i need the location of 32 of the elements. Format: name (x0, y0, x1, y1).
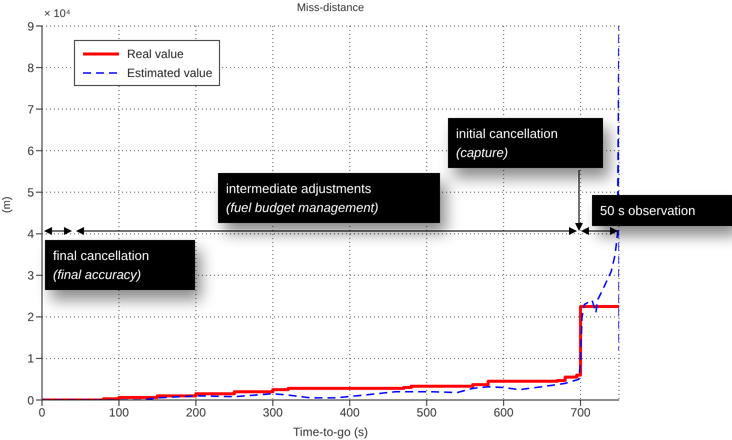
x-tick-label: 200 (186, 406, 206, 420)
annotation: intermediate adjustments (fuel budget management) (226, 180, 380, 217)
legend-label: Real value (127, 46, 184, 60)
callout-box: initial cancellation (capture) (448, 118, 603, 168)
x-tick-label: 400 (340, 406, 360, 420)
x-tick-label: 0 (38, 406, 46, 420)
annotation: initial cancellation (capture) (456, 125, 559, 162)
x-axis-title: Time-to-go (s) (293, 425, 368, 439)
y-tick-label: 1 (27, 352, 34, 366)
legend-label: Estimated value (127, 66, 212, 80)
x-tick-label: 100 (108, 406, 130, 420)
y-tick-label: 7 (27, 102, 34, 116)
chart-title: Miss-distance (296, 2, 364, 14)
callout-box: intermediate adjustments (fuel budget management) (218, 173, 440, 223)
x-tick-label: 500 (416, 406, 437, 420)
y-axis-title: (m) (0, 196, 13, 213)
y-tick-label: 5 (27, 185, 34, 200)
y-tick-label: 3 (27, 268, 34, 283)
annotation: 50 s observation (600, 202, 696, 220)
y-tick-label: 9 (27, 19, 34, 34)
y-tick-label: 8 (27, 60, 34, 75)
y-tick-label: 6 (27, 144, 34, 158)
callout-box: final cancellation (final accuracy) (45, 240, 195, 290)
x-tick-label: 700 (570, 406, 591, 420)
y-tick-label: 0 (27, 393, 34, 408)
y-tick-label: 2 (27, 310, 34, 324)
x-tick-label: 600 (494, 406, 514, 420)
x-tick-label: 300 (262, 406, 284, 420)
text: × 10⁴ (44, 8, 70, 20)
callout-box: 50 s observation (592, 195, 732, 226)
y-tick-label: 4 (27, 227, 34, 242)
annotation: final cancellation (final accuracy) (53, 247, 150, 284)
